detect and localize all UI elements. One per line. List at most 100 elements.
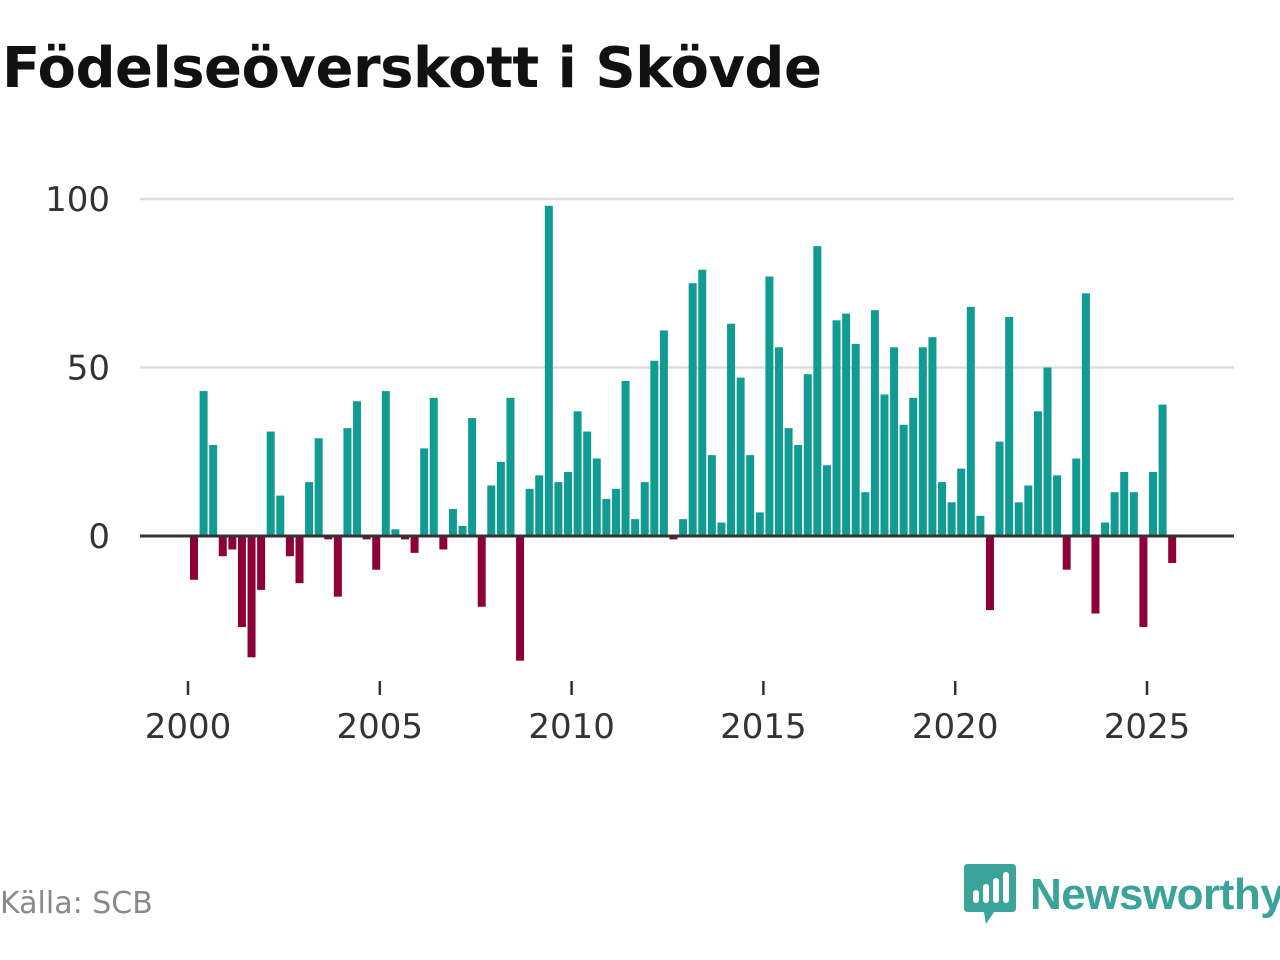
bar bbox=[295, 536, 304, 584]
bar bbox=[822, 465, 831, 536]
bar bbox=[1120, 471, 1129, 536]
bar bbox=[1139, 536, 1148, 627]
bar bbox=[631, 519, 640, 536]
bar bbox=[583, 431, 592, 536]
bar bbox=[794, 445, 803, 536]
bar bbox=[707, 455, 716, 536]
bar bbox=[602, 498, 611, 536]
bar bbox=[870, 310, 879, 536]
bar bbox=[372, 536, 381, 570]
bar bbox=[842, 313, 851, 536]
bar bbox=[468, 418, 477, 536]
bar bbox=[736, 377, 745, 536]
bar bbox=[1033, 411, 1042, 536]
bar bbox=[276, 495, 285, 536]
bar bbox=[890, 347, 899, 536]
bar bbox=[1110, 492, 1119, 536]
bar bbox=[353, 401, 362, 536]
bar bbox=[228, 536, 237, 550]
brand-logo: Newsworthy bbox=[964, 864, 1280, 926]
bar bbox=[957, 468, 966, 536]
bar bbox=[333, 536, 342, 597]
bar bbox=[506, 397, 515, 536]
bar bbox=[448, 509, 457, 536]
bar bbox=[314, 438, 323, 536]
bar bbox=[343, 428, 352, 536]
bar bbox=[1168, 536, 1177, 563]
bar bbox=[928, 337, 937, 536]
bar bbox=[573, 411, 582, 536]
bar bbox=[669, 536, 678, 540]
bar bbox=[496, 461, 505, 536]
bar bbox=[611, 488, 620, 536]
bar bbox=[1101, 522, 1110, 536]
bar bbox=[640, 482, 649, 536]
newsworthy-logo-icon bbox=[964, 864, 1016, 924]
bar bbox=[659, 330, 668, 536]
bar bbox=[947, 502, 956, 536]
bar bbox=[938, 482, 947, 536]
bar bbox=[1024, 485, 1033, 536]
bar bbox=[755, 512, 764, 536]
bars bbox=[190, 205, 1177, 661]
y-tick-label: 0 bbox=[88, 517, 110, 557]
bar bbox=[1062, 536, 1071, 570]
bar bbox=[918, 347, 927, 536]
bar bbox=[564, 471, 573, 536]
x-tick-label: 2005 bbox=[337, 707, 424, 747]
bar bbox=[400, 536, 409, 540]
bar bbox=[621, 380, 630, 536]
bar bbox=[976, 515, 985, 536]
bar bbox=[324, 536, 333, 540]
y-axis: 0 50 100 bbox=[45, 180, 110, 557]
x-tick-label: 2015 bbox=[720, 707, 807, 747]
bar bbox=[774, 347, 783, 536]
chart-title: Födelseöverskott i Skövde bbox=[2, 36, 822, 101]
bar bbox=[813, 246, 822, 536]
bar bbox=[880, 394, 889, 536]
brand-name: Newsworthy bbox=[1030, 870, 1280, 919]
bar bbox=[199, 391, 208, 536]
bar bbox=[218, 536, 227, 557]
bar bbox=[544, 205, 553, 537]
bar bbox=[458, 525, 467, 536]
bar bbox=[803, 374, 812, 536]
bar bbox=[190, 536, 198, 580]
bar bbox=[477, 536, 486, 607]
bar bbox=[410, 536, 419, 553]
bar bbox=[861, 492, 870, 536]
bar bbox=[266, 431, 275, 536]
x-tick-label: 2010 bbox=[528, 707, 615, 747]
bar bbox=[1149, 471, 1157, 536]
bar bbox=[966, 306, 975, 536]
bar bbox=[650, 360, 659, 536]
bar bbox=[516, 536, 525, 661]
bar bbox=[1091, 536, 1100, 614]
bar bbox=[209, 445, 218, 536]
bar bbox=[727, 323, 736, 536]
bar bbox=[1158, 404, 1167, 536]
bar bbox=[679, 519, 688, 536]
x-tick-label: 2000 bbox=[145, 707, 232, 747]
bar bbox=[525, 488, 534, 536]
x-tick-label: 2025 bbox=[1104, 707, 1191, 747]
bar bbox=[899, 424, 908, 536]
bar bbox=[688, 283, 697, 536]
bar bbox=[985, 536, 994, 611]
bar bbox=[247, 536, 256, 658]
bar bbox=[1014, 502, 1023, 536]
bar bbox=[1129, 492, 1138, 536]
bar bbox=[285, 536, 294, 557]
bar bbox=[420, 448, 429, 536]
bar bbox=[1072, 458, 1081, 536]
bar bbox=[765, 276, 774, 536]
bar bbox=[439, 536, 448, 550]
bar bbox=[257, 536, 266, 590]
bar bbox=[1043, 367, 1052, 536]
bar bbox=[717, 522, 726, 536]
bar bbox=[995, 441, 1004, 536]
bar bbox=[362, 536, 371, 540]
bar bbox=[305, 482, 314, 536]
bar bbox=[237, 536, 246, 627]
